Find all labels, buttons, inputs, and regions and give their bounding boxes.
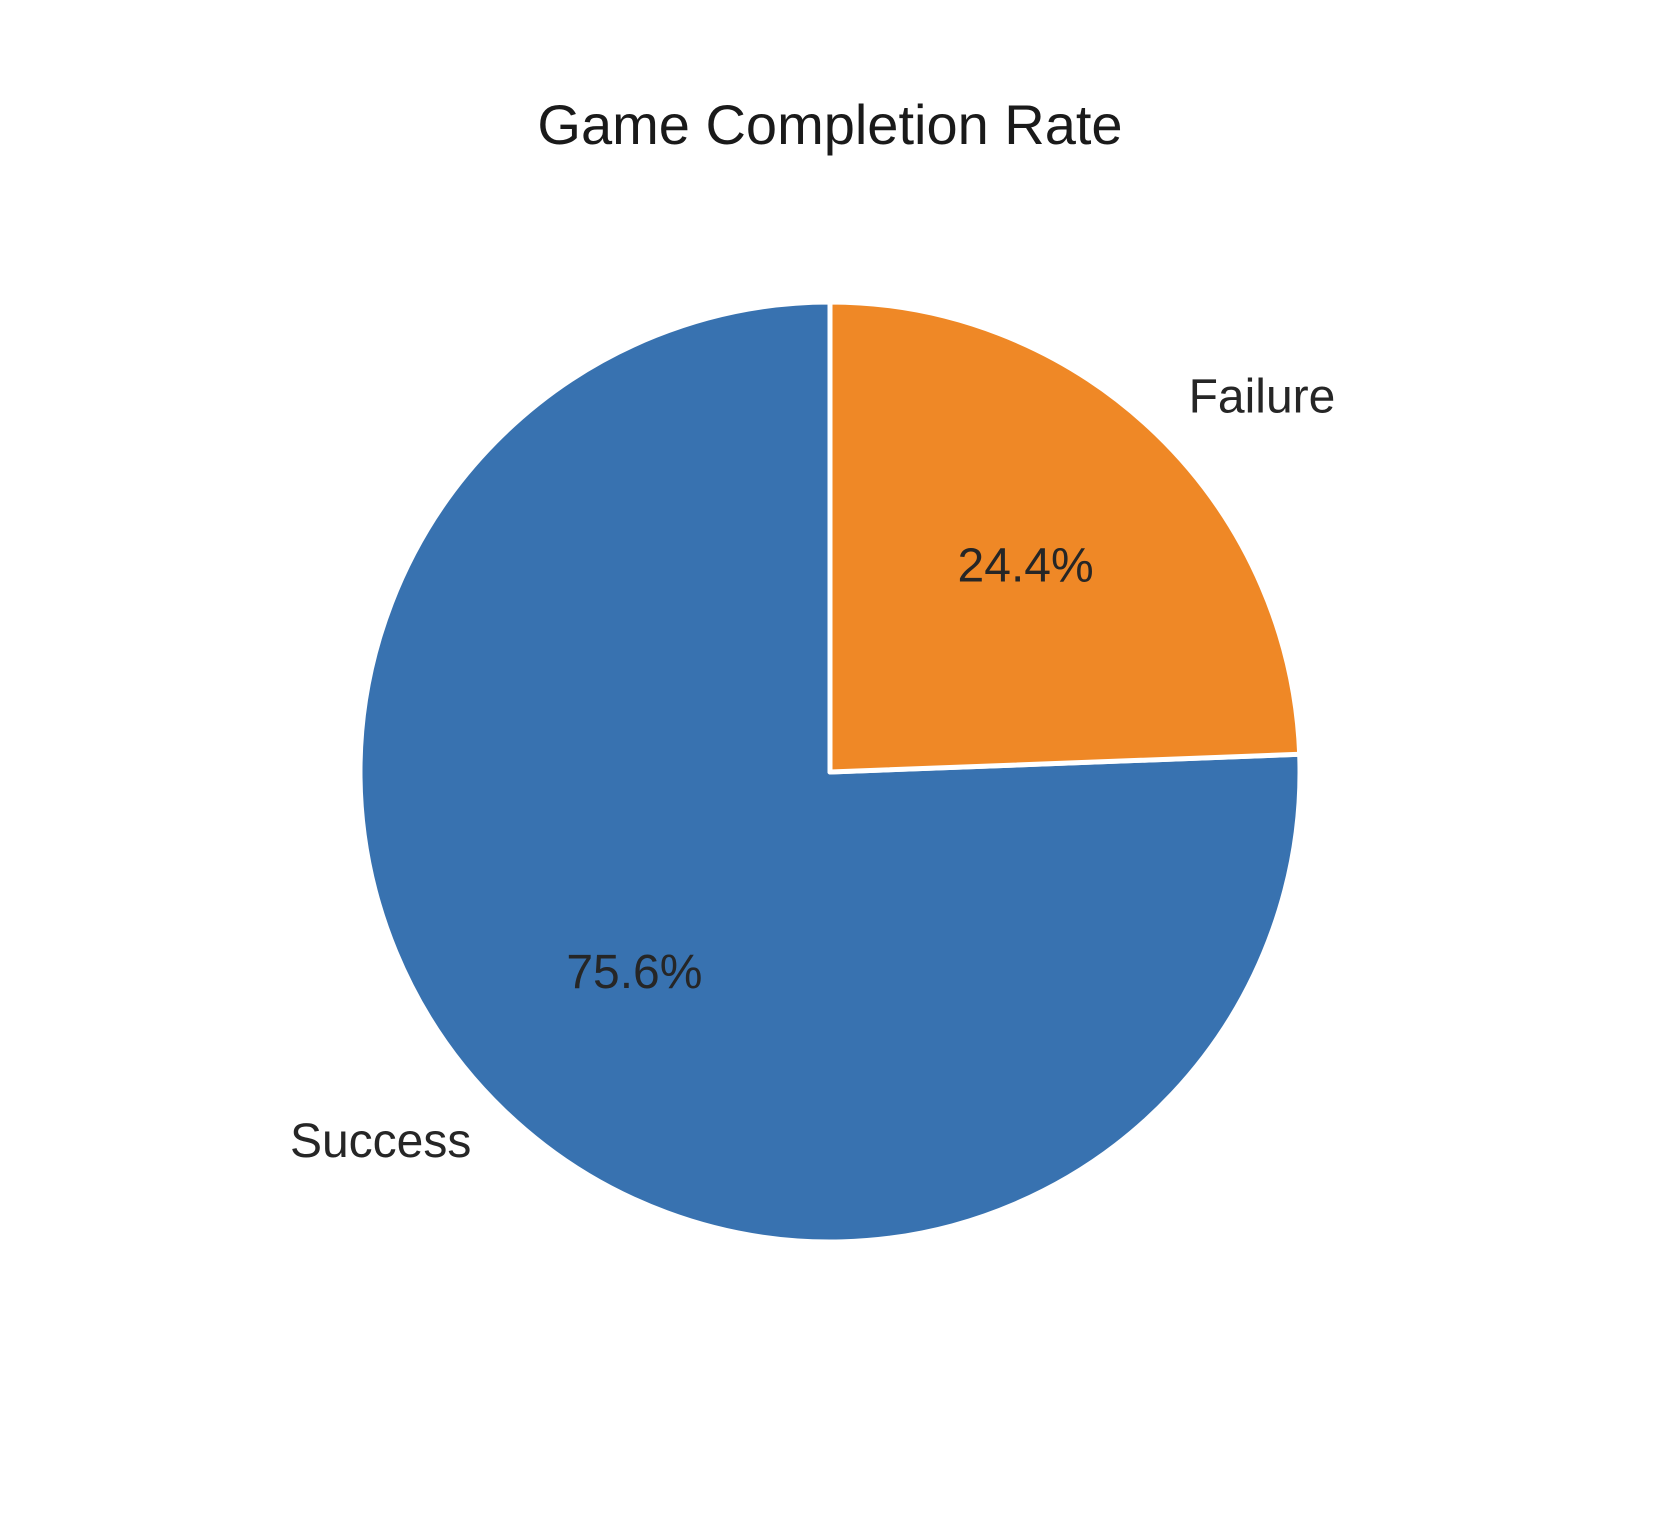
pie-slice-failure (827, 299, 1303, 775)
pct-label-success: 75.6% (566, 946, 702, 999)
slice-label-success: Success (290, 1115, 471, 1168)
pct-label-failure: 24.4% (958, 540, 1094, 593)
chart-title: Game Completion Rate (537, 93, 1123, 156)
labels-layer: Success 75.6% Failure 24.4% (290, 370, 1335, 1168)
slice-label-failure: Failure (1189, 370, 1336, 423)
slices-layer (357, 299, 1303, 1245)
